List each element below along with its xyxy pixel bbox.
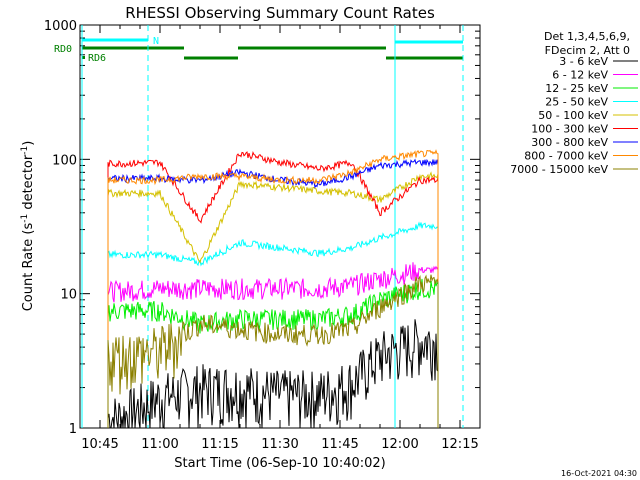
status-bars: N RD0 RD6: [54, 25, 464, 428]
data-series: [107, 149, 439, 430]
rd6-marker: [82, 56, 85, 59]
x-tick-label: 10:45: [81, 437, 118, 452]
series-line-5: [107, 150, 439, 428]
x-tick-label: 12:15: [441, 437, 478, 452]
legend-entry: 25 - 50 keV: [545, 96, 608, 109]
series-line-2: [107, 278, 439, 428]
y-tick-label: 1: [69, 422, 77, 437]
legend-entry: 50 - 100 keV: [538, 109, 608, 122]
legend-entry: 300 - 800 keV: [531, 136, 608, 149]
series-line-8: [107, 274, 439, 428]
x-tick-label: 11:15: [201, 437, 238, 452]
cyan-bar-label: N: [153, 36, 159, 47]
footer-date: 16-Oct-2021 04:30: [561, 469, 637, 478]
legend-entry: 6 - 12 keV: [552, 69, 608, 82]
rd0-label: RD0: [54, 44, 72, 55]
legend-entry: 800 - 7000 keV: [524, 150, 608, 163]
x-tick-label: 12:00: [381, 437, 418, 452]
x-tick-label: 11:45: [321, 437, 358, 452]
x-tick-label: 11:00: [141, 437, 178, 452]
y-tick-label: 10: [60, 288, 77, 303]
chart-title: RHESSI Observing Summary Count Rates: [125, 4, 435, 22]
legend-entry: 7000 - 15000 keV: [510, 163, 608, 176]
series-line-4: [107, 171, 439, 428]
series-line-0: [107, 319, 439, 430]
y-tick-label: 1000: [44, 19, 77, 34]
legend-header: FDecim 2, Att 0: [545, 44, 630, 57]
series-line-7: [107, 149, 439, 428]
legend-entry: 100 - 300 keV: [531, 123, 608, 136]
y-axis-label: Count Rate (s-1 detector-1): [20, 141, 36, 312]
x-tick-label: 11:30: [261, 437, 298, 452]
legend-entry: 3 - 6 keV: [559, 55, 608, 68]
axis-ticks: 10:45 11:00 11:15 11:30 11:45 12:00 12:15 1 10 10…: [44, 19, 481, 452]
y-tick-label: 100: [52, 153, 77, 168]
legend-entry: 12 - 25 keV: [545, 82, 608, 95]
legend-header: Det 1,3,4,5,6,9,: [544, 30, 630, 43]
x-axis-label: Start Time (06-Sep-10 10:40:02): [174, 456, 385, 471]
rd6-label: RD6: [88, 53, 106, 64]
legend: Det 1,3,4,5,6,9,FDecim 2, Att 03 - 6 keV…: [510, 30, 638, 176]
series-line-1: [107, 262, 439, 428]
series-line-3: [107, 221, 439, 428]
